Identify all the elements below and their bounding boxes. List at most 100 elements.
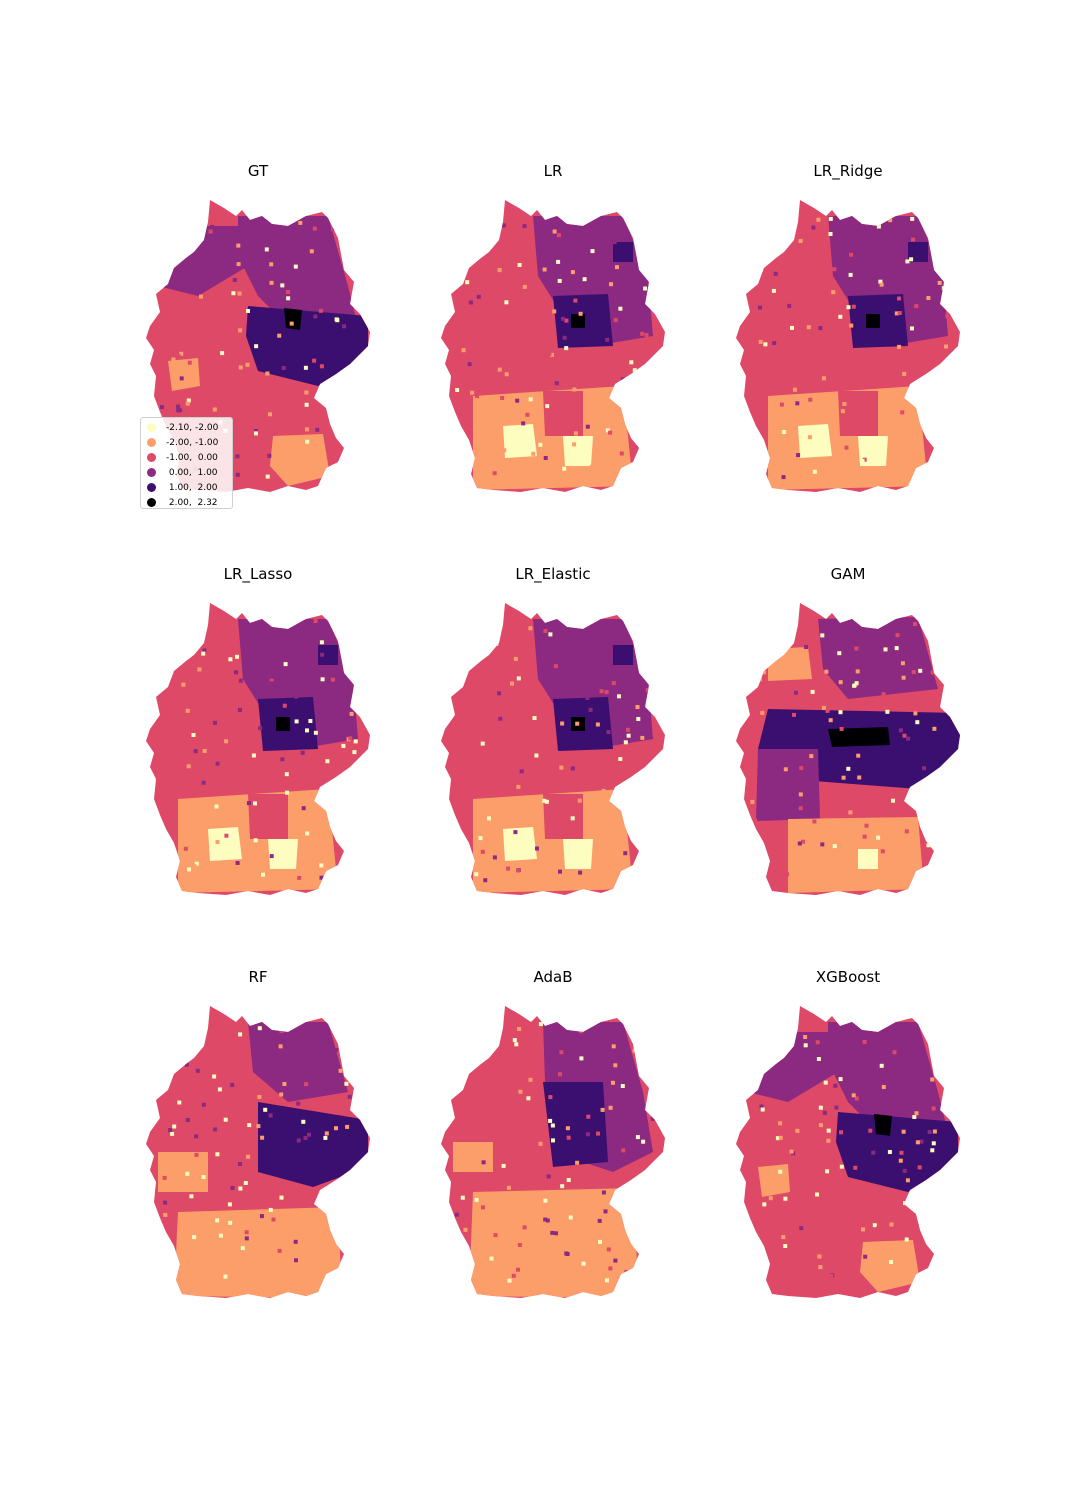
map-cell <box>894 853 899 858</box>
map-cell <box>259 1214 264 1219</box>
map-cell <box>192 1090 197 1095</box>
map-cell <box>197 667 202 672</box>
map-cell <box>463 627 468 631</box>
map-cell <box>269 262 274 267</box>
map-cell <box>815 1192 819 1197</box>
map-cell <box>215 840 220 844</box>
west-region <box>756 749 820 821</box>
map-cell <box>497 367 502 372</box>
map-cell <box>171 254 176 259</box>
map-cell <box>812 469 817 474</box>
map-cell <box>573 431 578 436</box>
map-cell <box>621 1148 626 1153</box>
map-cell <box>877 1277 882 1282</box>
map-cell <box>828 718 833 723</box>
map-cell <box>646 271 651 275</box>
map-cell <box>601 1190 606 1195</box>
map-cell <box>238 365 243 370</box>
map-cell <box>645 688 650 692</box>
map-cell <box>806 325 811 330</box>
map-cell <box>933 367 938 372</box>
map-cell <box>915 1140 920 1145</box>
map-cell <box>573 298 578 303</box>
map-cell <box>838 680 843 685</box>
map-cell <box>772 341 777 345</box>
map-cell <box>578 311 583 316</box>
map-cell <box>195 626 200 631</box>
map-cell <box>903 1201 907 1206</box>
peak-region <box>276 717 290 731</box>
map-cell <box>570 270 575 275</box>
map-cell <box>809 754 814 759</box>
map-cell <box>461 348 466 353</box>
map-cell <box>904 829 909 834</box>
map-cell <box>344 1041 349 1046</box>
map-cell <box>356 1100 361 1105</box>
map-cell <box>640 735 645 740</box>
map-cell <box>606 1247 611 1252</box>
map-cell <box>609 282 613 287</box>
map-cell <box>849 323 854 328</box>
map-cell <box>613 1258 618 1263</box>
map-cell <box>824 669 829 674</box>
map-cell <box>902 371 907 376</box>
map-cell <box>514 1042 519 1047</box>
map-cell <box>186 398 191 403</box>
map-cell <box>277 1248 282 1253</box>
map-cell <box>783 1244 788 1248</box>
map-cell <box>852 637 857 642</box>
map-cell <box>876 1226 881 1231</box>
map-cell <box>220 351 225 356</box>
map-cell <box>846 305 851 310</box>
map-cell <box>945 650 950 655</box>
legend-item: 2.00, 2.32 <box>147 495 232 510</box>
map-cell <box>454 1212 459 1217</box>
map-cell <box>346 1197 351 1202</box>
legend-swatch <box>147 483 156 492</box>
map-cell <box>902 419 907 424</box>
map-cell <box>768 1196 773 1201</box>
map-cell <box>643 705 648 710</box>
map-cell <box>854 681 859 686</box>
map-cell <box>625 727 630 732</box>
map-cell <box>261 872 265 877</box>
map-cell <box>545 404 550 409</box>
map-cell <box>269 681 274 686</box>
map-cell <box>332 226 337 231</box>
map-cell <box>526 1096 531 1101</box>
map-cell <box>179 743 184 748</box>
map-cell <box>613 1063 618 1068</box>
choropleth-map <box>146 1006 370 1298</box>
map-cell <box>186 764 191 769</box>
map-cell <box>901 675 906 680</box>
map-cell <box>164 642 169 647</box>
map-cell <box>209 716 214 721</box>
map-cell <box>839 727 844 731</box>
map-cell <box>568 1215 573 1220</box>
map-cell <box>348 736 353 741</box>
south-region <box>768 386 928 490</box>
map-cell <box>566 1178 571 1182</box>
map-cell <box>341 743 346 748</box>
map-cell <box>878 279 883 284</box>
map-cell <box>771 288 776 293</box>
map-cell <box>532 716 537 720</box>
map-cell <box>534 753 539 758</box>
southwest-spot <box>798 424 832 458</box>
map-cell <box>775 1136 780 1141</box>
map-cell <box>636 443 641 448</box>
map-cell <box>839 1164 844 1169</box>
map-cell <box>557 233 561 238</box>
map-cell <box>861 1227 865 1232</box>
map-cell <box>650 1116 655 1121</box>
map-cell <box>763 342 768 347</box>
map-cell <box>848 272 853 277</box>
map-cell <box>619 451 624 456</box>
map-cell <box>550 1230 555 1235</box>
map-cell <box>567 392 572 397</box>
map-cell <box>936 429 941 434</box>
map-cell <box>868 1128 873 1133</box>
panel-title: LR_Ridge <box>813 162 883 180</box>
peak-region <box>284 308 302 330</box>
map-cell <box>611 681 616 686</box>
